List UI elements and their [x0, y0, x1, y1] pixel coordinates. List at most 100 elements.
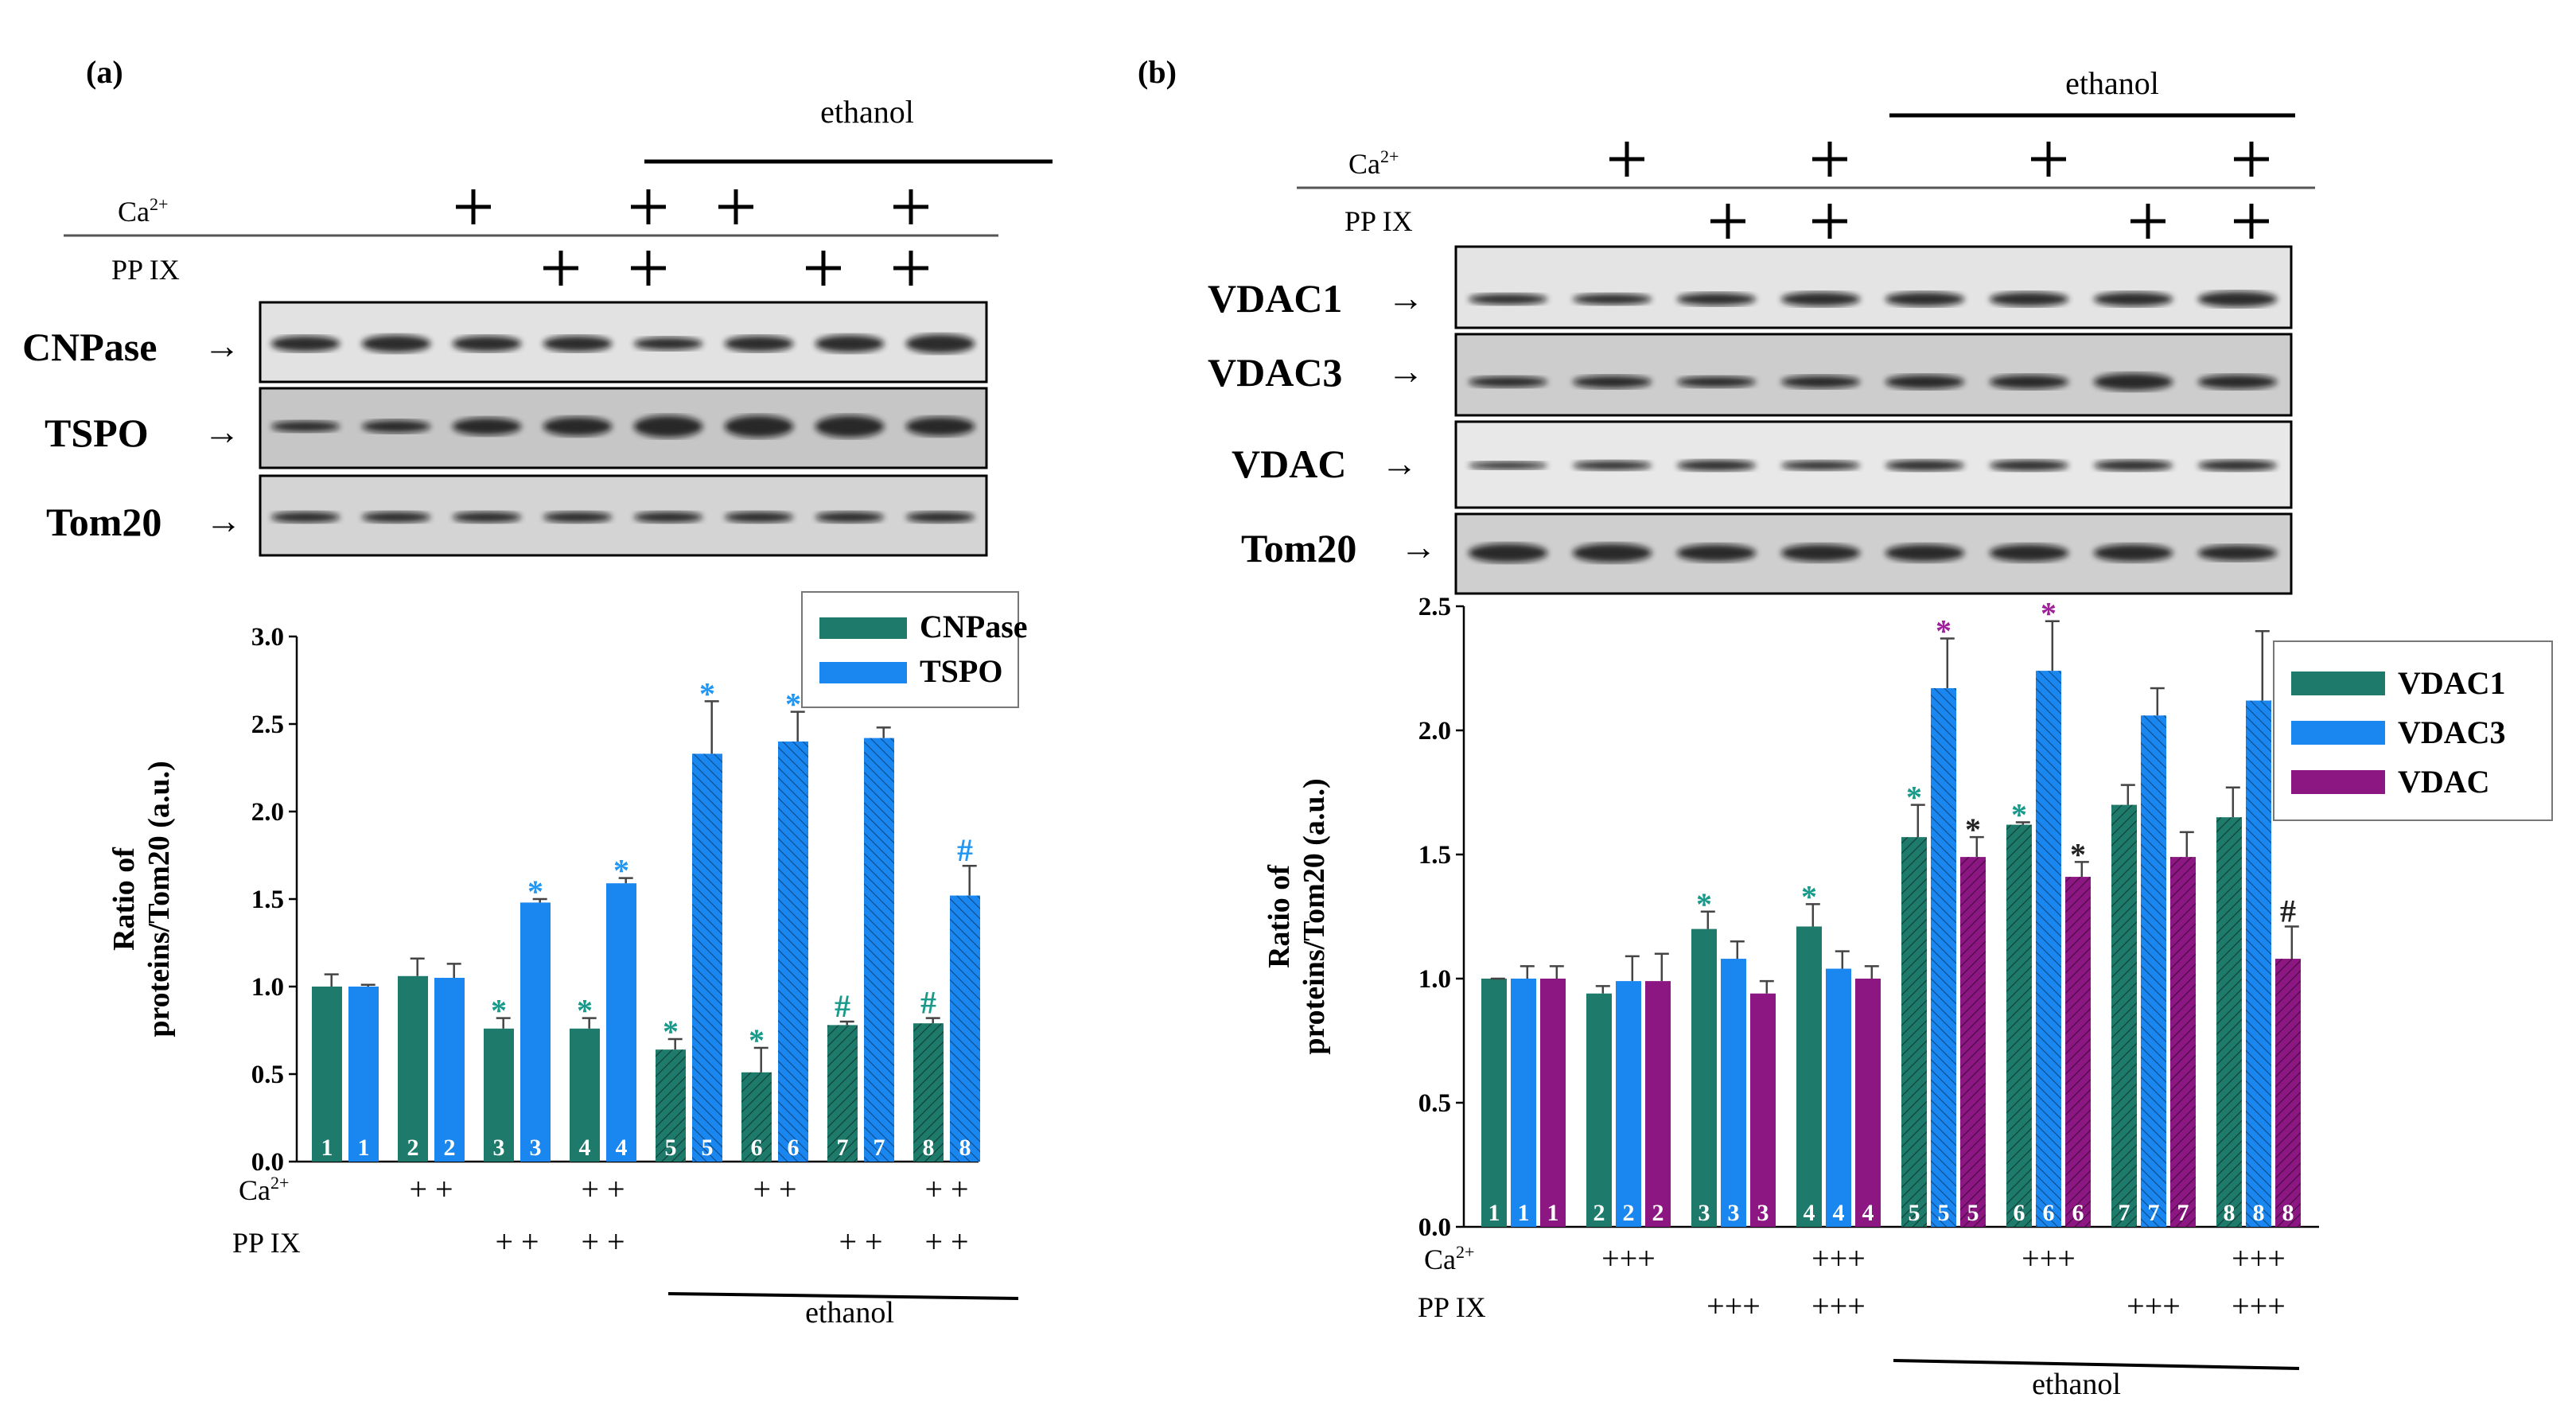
significance-marker: #: [835, 988, 850, 1024]
bar-number-label: 8: [959, 1135, 971, 1161]
blot-band: [905, 334, 975, 353]
blot-band: [1780, 544, 1861, 562]
bar-number-label: 2: [1652, 1200, 1664, 1226]
significance-marker: *: [1906, 780, 1922, 816]
y-tick-label: 3.0: [251, 623, 284, 652]
bar-number-label: 4: [1833, 1200, 1845, 1226]
x-row-ppix-mark: +++: [2232, 1288, 2286, 1324]
panel-b-blots: [1454, 245, 2293, 595]
blot-band: [452, 418, 522, 435]
blot-band: [1676, 293, 1757, 306]
chart-a: 0.0 0.5 1.0 1.5 2.0 2.5 3.0 Ratio ofproteins/To…: [107, 591, 1028, 1329]
bar-vdac1-1: [1481, 979, 1507, 1227]
bar-number-label: 8: [2224, 1200, 2236, 1226]
significance-marker: *: [749, 1022, 765, 1058]
blot-band: [1780, 292, 1861, 306]
plus-icon: [2031, 142, 2066, 177]
blot-band: [1676, 544, 1757, 562]
arrow-icon: →: [204, 325, 240, 366]
significance-marker: *: [491, 993, 507, 1029]
bar-number-label: 7: [2177, 1200, 2189, 1226]
chart-b: 0.0 0.5 1.0 1.5 2.0 2.5 Ratio ofproteins/Tom20…: [1263, 593, 2553, 1401]
bar-cnpase-4: [570, 1028, 600, 1162]
bar-vdac1-4: [1796, 926, 1822, 1227]
bar-vdac1-3: [1691, 928, 1717, 1227]
blot-band: [2093, 544, 2173, 562]
plus-icon: [1609, 142, 1644, 177]
x-row-ppix-mark: + +: [495, 1224, 539, 1259]
plus-icon: [1710, 204, 1745, 239]
blot-vdac3: [1454, 333, 2293, 417]
significance-marker: *: [1936, 613, 1951, 649]
y-axis-label: Ratio ofproteins/Tom20 (a.u.): [1263, 778, 1331, 1054]
bar-hatch: [692, 753, 722, 1162]
bar-vdac-4: [1855, 979, 1881, 1227]
panel-b-ppix-label: PP IX: [1344, 205, 1413, 237]
bar-vdac3-2: [1616, 981, 1641, 1227]
blot-band: [2197, 545, 2278, 561]
significance-marker: #: [920, 985, 936, 1021]
blot-band: [905, 417, 975, 436]
bar-hatch: [950, 895, 980, 1162]
significance-marker: #: [957, 832, 973, 868]
x-row-ca-mark: +++: [1601, 1240, 1656, 1276]
blot-label-vdac1: VDAC1: [1208, 276, 1342, 321]
blot-band: [1468, 543, 1548, 563]
bar-number-label: 8: [923, 1135, 935, 1161]
panel-a-ppix-label: PP IX: [111, 254, 180, 286]
blot-band: [724, 415, 794, 438]
legend-label-vdac3: VDAC3: [2398, 714, 2506, 750]
blot-band: [543, 512, 613, 523]
panel-a-ethanol-label: ethanol: [820, 94, 914, 130]
bar-number-label: 1: [321, 1135, 333, 1161]
legend-label-cnpase: CNPase: [920, 609, 1028, 644]
bar-number-label: 3: [493, 1135, 505, 1161]
bar-tspo-1: [348, 987, 379, 1162]
panel-a-ca-marks: [456, 189, 928, 224]
plus-icon: [1812, 142, 1847, 177]
bar-hatch: [778, 742, 808, 1162]
panel-a-ca-label: Ca2+: [118, 194, 168, 228]
panel-b-ppix-marks: [1710, 204, 2269, 239]
bar-number-label: 3: [1699, 1200, 1710, 1226]
y-tick-label: 1.5: [251, 886, 284, 914]
significance-marker: *: [2011, 796, 2027, 832]
bar-hatch: [864, 738, 894, 1162]
bar-vdac-2: [1645, 981, 1671, 1227]
bar-number-label: 6: [2014, 1200, 2025, 1226]
plus-icon: [543, 251, 578, 286]
bar-hatch: [913, 1023, 944, 1162]
x-row-ca-mark: + +: [924, 1171, 968, 1207]
bar-vdac-3: [1750, 993, 1776, 1227]
bar-tspo-4: [606, 883, 636, 1162]
bar-hatch: [2275, 959, 2301, 1227]
blot-label-tom20-a: Tom20: [46, 500, 161, 544]
x-row-ppix-mark: + +: [924, 1224, 968, 1259]
y-tick-label: 2.5: [251, 710, 284, 739]
blot-label-vdac3: VDAC3: [1208, 350, 1342, 395]
blot-band: [1676, 376, 1757, 387]
x-row-ca-label: Ca2+: [1424, 1242, 1474, 1275]
significance-marker: *: [527, 874, 543, 909]
blot-band: [1468, 461, 1548, 469]
bar-hatch: [656, 1049, 686, 1162]
panel-b-ethanol-label: ethanol: [2065, 65, 2159, 101]
bar-number-label: 4: [1862, 1200, 1874, 1226]
bar-number-label: 1: [358, 1135, 370, 1161]
plus-icon: [718, 189, 753, 224]
legend-swatch-vdac3: [2291, 721, 2385, 745]
blot-band: [452, 336, 522, 352]
blot-band: [1989, 292, 2069, 306]
y-tick-label: 0.5: [1418, 1089, 1451, 1118]
bar-cnpase-1: [312, 987, 342, 1162]
blot-band: [1572, 543, 1652, 563]
y-tick-label: 2.0: [1418, 717, 1451, 745]
blot-band: [1780, 461, 1861, 470]
x-row-ppix-mark: +++: [2127, 1288, 2181, 1324]
blot-band: [2093, 460, 2173, 471]
panel-a-ppix-marks: [543, 251, 928, 286]
bar-number-label: 3: [530, 1135, 542, 1161]
bar-number-label: 7: [874, 1135, 885, 1161]
bar-vdac3-4: [1826, 968, 1851, 1227]
bar-hatch: [2065, 877, 2091, 1227]
